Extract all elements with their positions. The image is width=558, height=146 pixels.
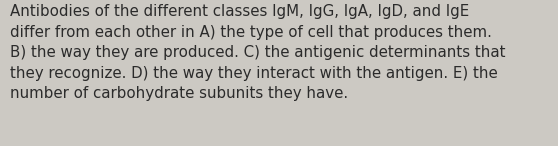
Text: Antibodies of the different classes IgM, IgG, IgA, IgD, and IgE
differ from each: Antibodies of the different classes IgM,… <box>10 4 506 101</box>
